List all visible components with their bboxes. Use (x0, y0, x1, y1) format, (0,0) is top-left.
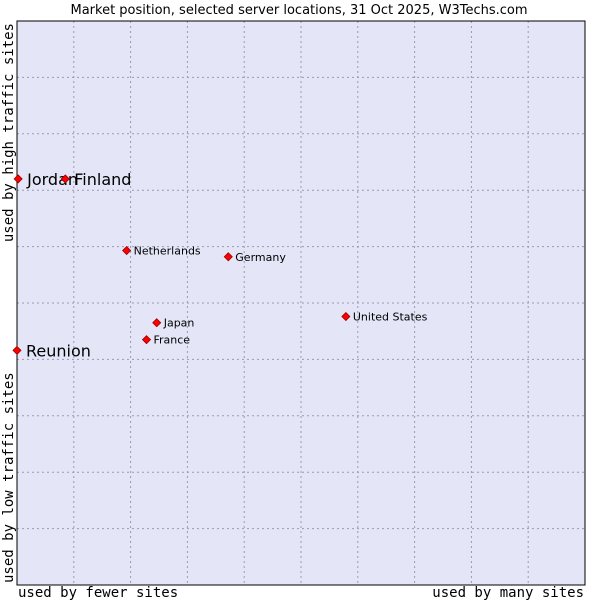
x-axis-label-left: used by fewer sites (18, 585, 178, 600)
point-marker (60, 174, 70, 184)
y-axis-label-bottom: used by low traffic sites (1, 372, 17, 583)
point-label: Germany (235, 251, 286, 264)
data-point-reunion: Reunion (12, 341, 91, 360)
point-marker (341, 311, 351, 322)
point-label: France (154, 334, 191, 347)
point-label: Japan (163, 317, 195, 330)
data-point-netherlands: Netherlands (122, 245, 201, 258)
data-point-france: France (141, 334, 191, 347)
x-axis-label-right: used by many sites (432, 585, 584, 600)
point-label: United States (353, 311, 428, 324)
point-label: Jordan (26, 170, 78, 189)
point-marker (141, 335, 152, 345)
point-marker (223, 252, 233, 262)
data-point-finland: Finland (60, 170, 131, 189)
data-point-germany: Germany (223, 251, 286, 264)
point-marker (13, 174, 23, 184)
point-marker (12, 345, 22, 355)
point-label: Netherlands (134, 245, 201, 258)
point-label: Reunion (26, 341, 91, 360)
plot-frame (16, 20, 586, 586)
chart-title: Market position, selected server locatio… (70, 3, 527, 18)
point-marker (152, 318, 162, 328)
point-marker (122, 245, 132, 256)
y-axis-label-top: used by high traffic sites (1, 23, 17, 242)
data-point-japan: Japan (152, 317, 195, 330)
data-point-united-states: United States (341, 311, 428, 324)
grid-lines (17, 21, 585, 585)
point-label: Finland (74, 170, 131, 189)
